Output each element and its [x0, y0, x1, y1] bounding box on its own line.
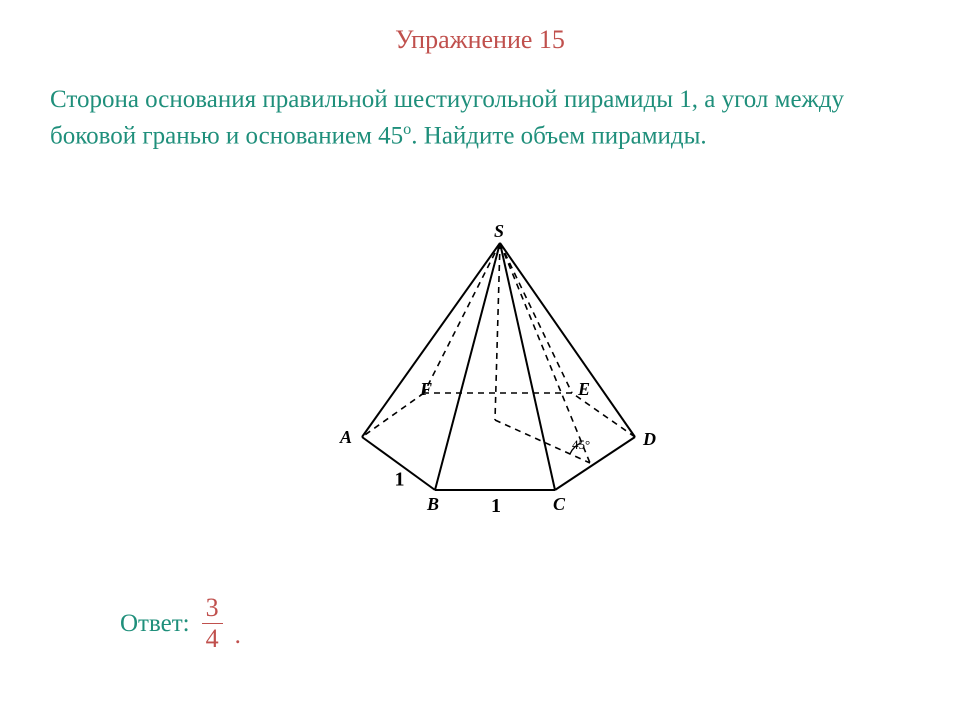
svg-text:1: 1: [491, 495, 501, 517]
answer-section: Ответ: 3 4 .: [120, 595, 241, 652]
svg-text:1: 1: [395, 469, 405, 491]
svg-text:C: C: [553, 494, 566, 514]
fraction-denominator: 4: [202, 623, 223, 652]
answer-fraction: 3 4: [202, 595, 223, 652]
svg-text:A: A: [339, 427, 352, 447]
svg-text:45°: 45°: [572, 437, 590, 452]
fraction-numerator: 3: [202, 595, 223, 623]
pyramid-diagram: S A B C D E F 1 1 45°: [300, 225, 680, 525]
exercise-title: Упражнение 15: [0, 0, 960, 55]
svg-text:F: F: [419, 379, 432, 399]
svg-text:B: B: [426, 494, 439, 514]
answer-label: Ответ:: [120, 610, 190, 638]
svg-text:E: E: [577, 379, 590, 399]
answer-period: .: [235, 622, 241, 650]
svg-text:S: S: [494, 225, 504, 241]
svg-text:D: D: [642, 429, 656, 449]
problem-statement: Сторона основания правильной шестиугольн…: [0, 55, 960, 153]
